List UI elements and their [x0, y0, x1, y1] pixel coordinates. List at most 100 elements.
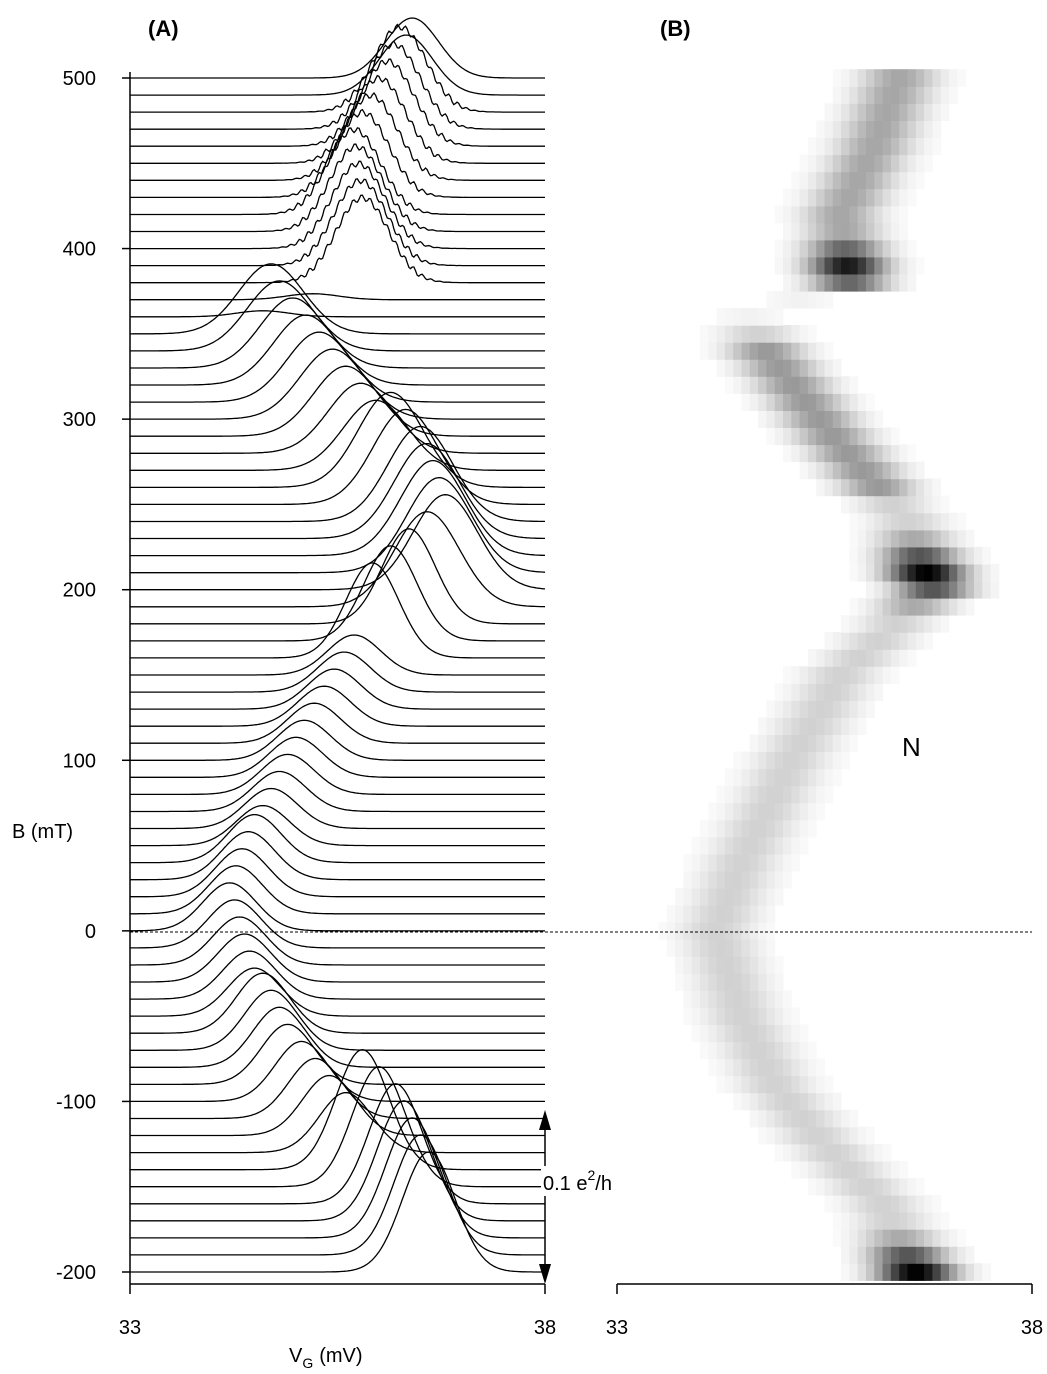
heatmap-cell: [691, 1007, 701, 1025]
heatmap-cell: [816, 290, 825, 309]
heatmap-cell: [758, 393, 767, 411]
heatmap-cell: [866, 103, 875, 121]
heatmap-cell: [949, 512, 958, 531]
heatmap-cell: [882, 444, 892, 463]
heatmap-cell: [849, 376, 859, 394]
heatmap-cell: [700, 1007, 709, 1025]
heatmap-cell: [791, 1007, 801, 1025]
heatmap-cell: [890, 1263, 900, 1281]
heatmap-cell: [849, 205, 859, 224]
heatmap-cell: [783, 768, 792, 787]
trace-line: [130, 787, 545, 830]
heatmap-cell: [816, 376, 825, 394]
heatmap-cell: [733, 1075, 742, 1094]
heatmap-cell: [907, 1246, 917, 1264]
heatmap-cell: [791, 1058, 801, 1077]
y-tick-label: 300: [63, 409, 96, 431]
heatmap-cell: [724, 990, 734, 1008]
heatmap-cell: [899, 86, 908, 104]
heatmap-cell: [807, 734, 817, 753]
trace-line: [130, 933, 545, 983]
heatmap-cell: [716, 1024, 726, 1043]
heatmap-cell: [824, 393, 834, 411]
heatmap-cell: [816, 1109, 825, 1128]
heatmap-cell: [791, 1143, 801, 1162]
trace-line: [130, 382, 545, 454]
heatmap-cell: [890, 171, 900, 190]
heatmap-cell: [783, 444, 792, 463]
heatmap-cell: [907, 103, 917, 121]
heatmap-cell: [807, 649, 817, 667]
heatmap-cell: [716, 939, 726, 957]
heatmap-cell: [741, 990, 751, 1008]
trace-line: [130, 967, 545, 1017]
heatmap-cell: [866, 512, 875, 531]
trace-line: [130, 459, 546, 557]
waterfall-traces: [130, 17, 546, 1273]
heatmap-cell: [857, 529, 867, 548]
heatmap-cell: [874, 239, 884, 258]
heatmap-cell: [832, 1126, 842, 1145]
heatmap-cell: [890, 1194, 900, 1213]
heatmap-cell: [857, 495, 867, 514]
heatmap-cell: [915, 1177, 925, 1196]
heatmap-cell: [832, 632, 842, 650]
heatmap-cell: [832, 1143, 842, 1162]
heatmap-cell: [940, 546, 950, 565]
heatmap-cell: [666, 939, 676, 957]
heatmap-cell: [799, 1160, 809, 1179]
heatmap-cell: [766, 768, 776, 787]
heatmap-cell: [932, 563, 942, 582]
trace-line: [130, 804, 545, 847]
heatmap-cell: [915, 461, 925, 480]
heatmap-cell: [899, 1212, 908, 1230]
heatmap-cell: [915, 478, 925, 497]
heatmap-cell: [758, 1109, 767, 1128]
heatmap-cell: [791, 393, 801, 411]
heatmap-cell: [841, 171, 850, 190]
heatmap-cell: [783, 1058, 792, 1077]
heatmap-cell: [899, 529, 908, 548]
heatmap-cell: [866, 393, 875, 411]
heatmap-cell: [766, 325, 776, 343]
heatmap-cell: [749, 785, 759, 804]
heatmap-cell: [816, 188, 825, 207]
heatmap-cell: [899, 103, 908, 121]
heatmap-cell: [758, 870, 767, 889]
heatmap-cell: [783, 427, 792, 446]
heatmap-cell: [766, 922, 776, 940]
heatmap-cell: [874, 120, 884, 138]
trace-line: [130, 40, 545, 130]
heatmap-cell: [907, 188, 917, 207]
heatmap-cell: [774, 1075, 784, 1094]
heatmap-cell: [724, 342, 734, 360]
heatmap-cell: [890, 478, 900, 497]
heatmap-cell: [915, 256, 925, 275]
trace-line: [130, 408, 545, 506]
heatmap-cell: [882, 495, 892, 514]
heatmap-cell: [741, 1092, 751, 1111]
heatmap-cell: [783, 273, 792, 292]
heatmap-cell: [924, 563, 933, 582]
heatmap-cell: [832, 1212, 842, 1230]
heatmap-cell: [915, 69, 925, 87]
heatmap-cell: [733, 939, 742, 957]
heatmap-cell: [816, 137, 825, 156]
heatmap-cell: [749, 853, 759, 872]
heatmap-cell: [874, 461, 884, 480]
heatmap-cell: [799, 1126, 809, 1145]
heatmap-cell: [857, 120, 867, 138]
heatmap-cell: [716, 870, 726, 889]
heatmap-cell: [724, 802, 734, 821]
heatmap-cell: [874, 683, 884, 701]
heatmap-cell: [824, 683, 834, 701]
heatmap-cell: [857, 256, 867, 275]
heatmap-cell: [807, 1160, 817, 1179]
heatmap-cell: [774, 1092, 784, 1111]
heatmap-cell: [832, 1109, 842, 1128]
heatmap-cell: [924, 1229, 933, 1247]
heatmap-cell: [799, 325, 809, 343]
trace-line: [130, 736, 545, 778]
heatmap-cell: [882, 273, 892, 292]
heatmap-cell: [940, 69, 950, 87]
